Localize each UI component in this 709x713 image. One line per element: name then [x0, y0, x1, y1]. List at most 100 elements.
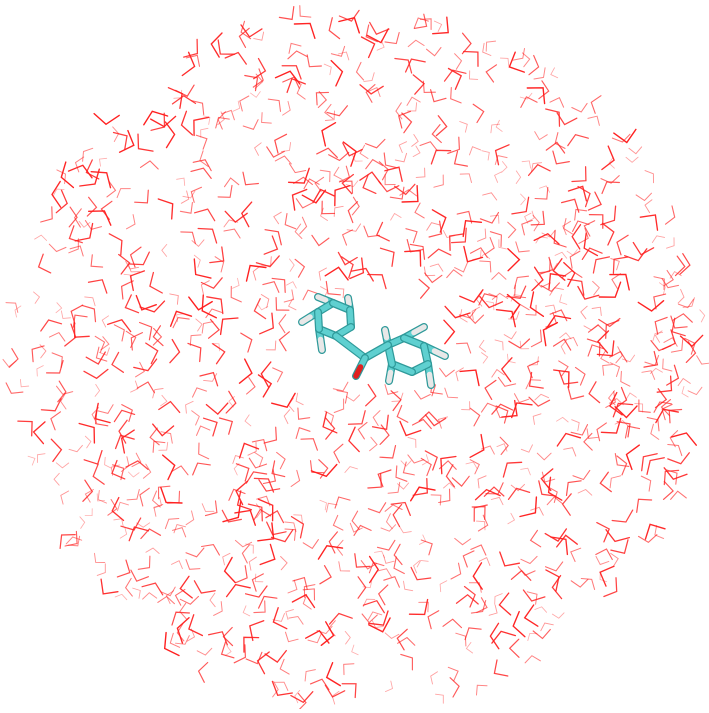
water-molecule: [36, 453, 46, 463]
water-molecule: [510, 483, 525, 492]
water-molecule: [538, 80, 550, 100]
water-molecule: [567, 185, 588, 202]
water-molecule: [502, 461, 523, 478]
water-molecule: [654, 316, 668, 335]
water-molecule: [94, 383, 101, 397]
water-molecule: [481, 352, 489, 364]
water-molecule: [64, 323, 77, 347]
water-molecule: [380, 524, 397, 532]
water-molecule: [489, 622, 500, 650]
water-molecule: [137, 133, 154, 152]
water-molecule: [206, 296, 224, 315]
water-molecule: [279, 658, 290, 675]
water-molecule: [651, 235, 666, 243]
water-molecule: [55, 189, 68, 214]
water-molecule: [245, 471, 268, 484]
water-molecule: [234, 509, 256, 526]
water-molecule: [471, 306, 481, 321]
water-molecule: [595, 548, 613, 561]
water-molecule: [328, 531, 338, 554]
water-molecule: [465, 461, 478, 470]
water-molecule: [207, 318, 220, 339]
water-molecule: [127, 263, 141, 273]
water-molecule: [488, 292, 498, 307]
water-molecule: [165, 590, 175, 605]
water-molecule: [583, 232, 599, 257]
water-molecule: [531, 266, 544, 292]
water-molecule: [609, 475, 622, 489]
water-molecule: [424, 272, 443, 284]
water-molecule: [500, 357, 513, 383]
water-molecule: [99, 157, 108, 167]
water-molecule: [530, 329, 543, 348]
water-molecule: [100, 336, 110, 351]
water-molecule: [653, 293, 667, 310]
water-molecule: [670, 490, 687, 500]
water-molecule: [338, 165, 351, 183]
water-molecule: [475, 292, 483, 307]
water-molecule: [592, 280, 600, 296]
water-molecule: [51, 352, 63, 369]
water-molecule: [596, 330, 610, 354]
water-molecule: [368, 610, 389, 626]
c-h-bond: [431, 348, 448, 359]
water-molecule: [120, 517, 142, 531]
water-molecule: [538, 480, 557, 497]
water-molecule: [494, 593, 503, 605]
water-molecule: [322, 411, 338, 434]
water-molecule: [429, 263, 444, 272]
water-molecule: [294, 258, 306, 278]
water-molecule: [609, 391, 623, 416]
water-molecule: [490, 123, 501, 134]
water-molecule: [450, 227, 467, 244]
water-molecule: [443, 319, 456, 345]
water-molecule: [223, 556, 236, 584]
water-molecule: [285, 631, 299, 643]
water-molecule: [384, 680, 393, 693]
water-molecule: [281, 65, 302, 80]
water-molecule: [367, 86, 381, 97]
water-molecule: [253, 508, 272, 521]
water-molecule: [554, 251, 568, 259]
water-molecule: [507, 221, 517, 239]
water-molecule: [338, 561, 351, 572]
water-molecule: [650, 423, 660, 440]
water-molecule: [187, 342, 202, 363]
water-molecule: [581, 247, 603, 261]
water-molecule: [418, 411, 439, 423]
water-molecule: [583, 432, 593, 451]
water-molecule: [600, 175, 620, 184]
water-molecule: [182, 190, 196, 199]
water-molecule: [316, 147, 338, 158]
water-molecule: [574, 366, 586, 386]
water-molecule: [240, 332, 253, 353]
water-molecule: [343, 663, 355, 676]
water-molecule: [240, 20, 252, 40]
water-molecule: [440, 455, 457, 475]
water-molecule: [68, 225, 83, 244]
water-molecule: [69, 245, 84, 257]
water-molecule: [390, 212, 402, 221]
water-molecule: [365, 84, 376, 103]
water-molecule: [116, 559, 131, 578]
water-molecule: [365, 24, 378, 43]
water-molecule: [384, 166, 403, 182]
water-molecule: [238, 442, 260, 459]
water-molecule: [353, 524, 372, 536]
water-molecule: [470, 544, 487, 556]
water-molecule: [515, 170, 522, 184]
water-molecule: [254, 73, 264, 89]
water-molecule: [521, 219, 533, 236]
water-molecule: [354, 553, 371, 568]
water-molecule: [552, 338, 572, 351]
water-molecule: [275, 297, 290, 311]
water-molecule: [469, 433, 485, 458]
water-molecule: [344, 466, 358, 473]
water-molecule: [663, 269, 674, 287]
water-molecule: [439, 367, 455, 378]
water-molecule: [478, 556, 491, 566]
water-molecule: [262, 281, 280, 293]
water-molecule: [368, 561, 385, 574]
water-molecule: [240, 24, 263, 38]
